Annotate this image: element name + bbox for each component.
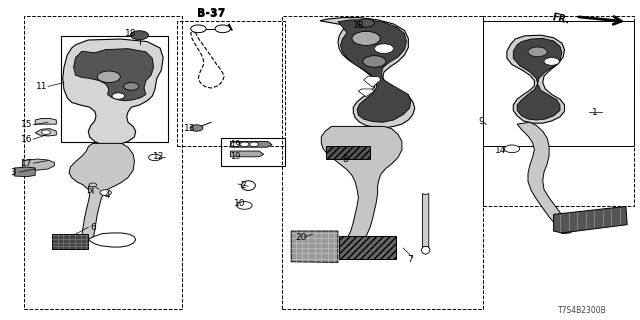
Circle shape (237, 202, 252, 209)
Circle shape (89, 183, 97, 187)
Polygon shape (88, 233, 136, 247)
Bar (221, 138, 285, 166)
Text: 14: 14 (495, 146, 506, 155)
Text: 7: 7 (407, 255, 412, 264)
Polygon shape (422, 194, 429, 251)
Circle shape (374, 44, 394, 53)
Text: 12: 12 (153, 152, 164, 161)
Text: 11: 11 (36, 82, 47, 91)
Polygon shape (35, 129, 56, 136)
Text: 1: 1 (593, 108, 598, 116)
Text: 18: 18 (353, 21, 364, 30)
Circle shape (124, 83, 139, 90)
Polygon shape (513, 38, 562, 120)
Polygon shape (517, 122, 573, 234)
Circle shape (215, 25, 230, 33)
Bar (24, 16, 182, 309)
Text: 20: 20 (295, 233, 307, 242)
Text: 9: 9 (479, 117, 484, 126)
Polygon shape (321, 126, 402, 244)
Polygon shape (74, 49, 154, 101)
Bar (177, 21, 285, 146)
Polygon shape (14, 167, 35, 177)
Circle shape (131, 31, 148, 40)
Circle shape (352, 31, 380, 45)
Polygon shape (554, 206, 627, 233)
Circle shape (250, 142, 259, 147)
Circle shape (112, 93, 125, 99)
Circle shape (544, 58, 559, 65)
Polygon shape (320, 18, 415, 128)
Bar (483, 21, 634, 146)
Polygon shape (63, 39, 163, 146)
Bar (326, 146, 370, 159)
Text: 4: 4 (105, 191, 110, 200)
Bar (282, 16, 483, 309)
Text: B-37: B-37 (197, 9, 225, 20)
Text: 6: 6 (90, 223, 95, 232)
Polygon shape (507, 35, 564, 123)
Text: 16: 16 (21, 135, 33, 144)
Text: B-37: B-37 (197, 8, 225, 19)
Text: 19: 19 (230, 140, 241, 149)
Text: FR.: FR. (551, 12, 571, 26)
Text: 8: 8 (343, 155, 348, 164)
Polygon shape (230, 141, 272, 147)
Polygon shape (230, 151, 264, 157)
Polygon shape (358, 89, 374, 97)
Text: 19: 19 (230, 152, 241, 161)
Text: 18: 18 (125, 29, 137, 38)
Circle shape (528, 47, 547, 57)
Circle shape (97, 71, 120, 83)
Polygon shape (421, 246, 430, 254)
Circle shape (231, 142, 240, 147)
Text: 5: 5 (87, 186, 92, 195)
Circle shape (240, 142, 249, 147)
Bar (483, 16, 634, 206)
Circle shape (100, 190, 111, 196)
Polygon shape (35, 118, 56, 124)
Bar (339, 236, 396, 259)
Circle shape (42, 130, 51, 134)
Text: T7S4B2300B: T7S4B2300B (558, 306, 607, 315)
Circle shape (363, 56, 386, 67)
Polygon shape (364, 76, 381, 87)
Circle shape (190, 125, 203, 131)
Ellipse shape (241, 181, 255, 190)
Circle shape (148, 154, 161, 161)
Polygon shape (338, 20, 411, 122)
Polygon shape (291, 231, 338, 262)
Text: 2: 2 (241, 181, 246, 190)
Polygon shape (22, 159, 54, 170)
Polygon shape (69, 143, 134, 241)
Text: 3: 3 (10, 168, 15, 177)
Text: 15: 15 (21, 120, 33, 129)
Text: 10: 10 (234, 199, 246, 208)
Text: 17: 17 (21, 159, 33, 168)
Text: 13: 13 (184, 124, 195, 133)
Bar (61, 36, 168, 142)
Circle shape (358, 19, 374, 27)
Circle shape (504, 145, 520, 153)
Polygon shape (52, 234, 88, 249)
Circle shape (191, 25, 206, 33)
